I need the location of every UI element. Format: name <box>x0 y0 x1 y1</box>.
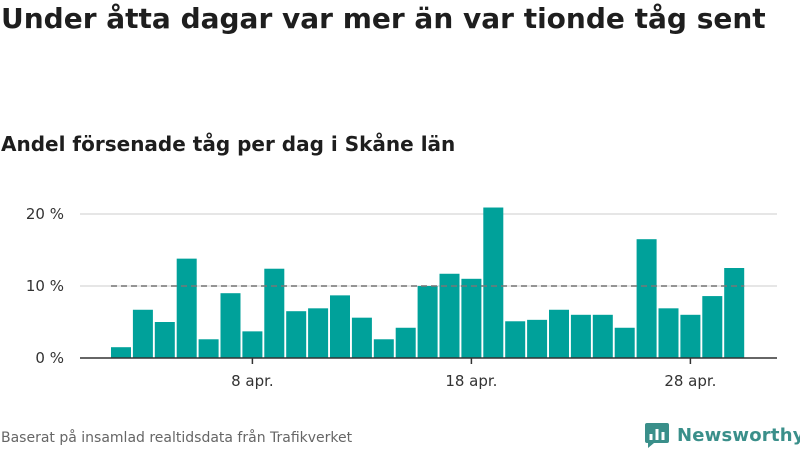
bar <box>636 239 657 358</box>
bar <box>132 309 153 358</box>
bar <box>286 311 307 358</box>
bar <box>527 319 548 358</box>
bar <box>461 278 482 358</box>
bar <box>395 327 416 358</box>
bar <box>198 339 219 358</box>
bar <box>373 339 394 358</box>
bar-chart: 0 % 10 % 20 % 8 apr. 18 apr. 28 apr. <box>26 205 777 390</box>
bar <box>220 293 241 358</box>
y-tick-label: 10 % <box>26 277 64 295</box>
bar <box>264 268 285 358</box>
bar <box>505 321 526 358</box>
bar-chart-logo-icon <box>645 423 669 448</box>
source-note: Baserat på insamlad realtidsdata från Tr… <box>1 430 353 446</box>
bar <box>702 296 723 358</box>
bar <box>242 331 263 358</box>
bar <box>111 347 131 358</box>
x-tick-label: 8 apr. <box>231 372 274 390</box>
bar <box>483 207 504 358</box>
bar <box>570 314 591 358</box>
chart-subtitle: Andel försenade tåg per dag i Skåne län <box>1 132 456 156</box>
bar <box>308 308 329 358</box>
y-tick-label: 0 % <box>35 349 64 367</box>
bar <box>724 268 745 358</box>
bar <box>439 273 460 358</box>
bar <box>614 327 635 358</box>
bar <box>658 308 679 358</box>
bar <box>417 286 438 358</box>
bar <box>176 258 197 358</box>
bar <box>592 314 613 358</box>
bar <box>549 309 569 358</box>
x-tick-label: 28 apr. <box>664 372 716 390</box>
bar <box>330 295 350 358</box>
bar <box>680 314 701 358</box>
bar <box>351 317 372 358</box>
newsworthy-logo: Newsworthy <box>644 421 800 449</box>
x-tick-label: 18 apr. <box>445 372 497 390</box>
chart-title: Under åtta dagar var mer än var tionde t… <box>1 2 766 35</box>
bars <box>111 207 745 358</box>
axes: 0 % 10 % 20 % 8 apr. 18 apr. 28 apr. <box>26 205 777 390</box>
logo-text: Newsworthy <box>677 424 800 446</box>
y-tick-label: 20 % <box>26 205 64 223</box>
bar <box>154 322 175 358</box>
